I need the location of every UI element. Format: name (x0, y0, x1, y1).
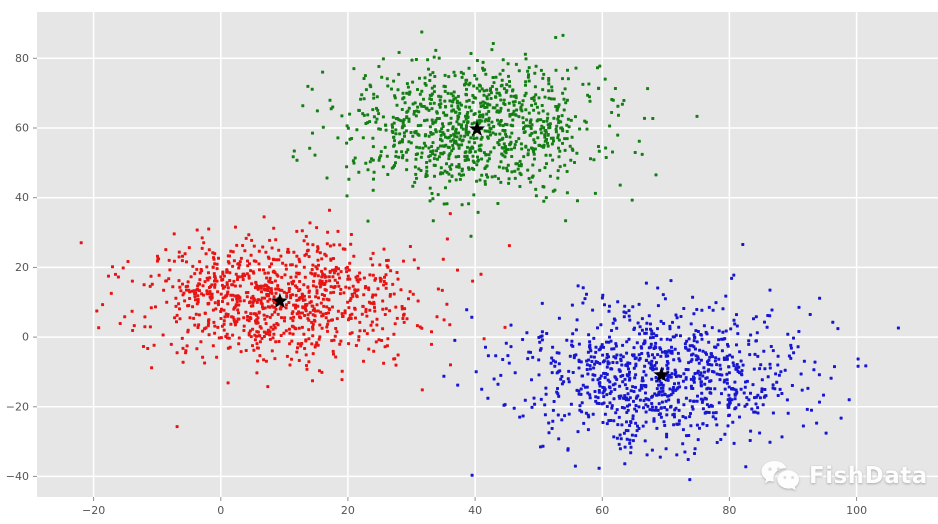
x-tick-label: 80 (722, 504, 736, 517)
y-tick-label: 0 (22, 331, 29, 344)
plot-area (37, 12, 938, 497)
centroid-star (271, 292, 288, 309)
x-tick-label: −20 (82, 504, 105, 517)
tick-marks (33, 57, 858, 501)
centroid-star (468, 120, 486, 136)
y-tick-label: 80 (15, 52, 29, 65)
cluster-red-points (79, 208, 511, 429)
x-tick-label: 40 (468, 504, 482, 517)
y-tick-label: −40 (6, 470, 29, 483)
x-tick-label: 60 (595, 504, 609, 517)
x-tick-labels: −20 0 20 40 60 80 100 (82, 504, 867, 517)
y-tick-label: 60 (15, 122, 29, 135)
y-tick-label: 40 (15, 191, 29, 204)
x-tick-label: 20 (341, 504, 355, 517)
x-tick-label: 0 (217, 504, 224, 517)
y-tick-label: −20 (6, 400, 29, 413)
cluster-blue-points (442, 243, 900, 482)
centroid-star (653, 366, 670, 382)
y-tick-label: 20 (15, 261, 29, 274)
x-tick-label: 100 (846, 504, 867, 517)
cluster-green-points (291, 30, 699, 238)
grid-lines (37, 12, 938, 497)
y-tick-labels: −40 −20 0 20 40 60 80 (6, 52, 29, 483)
centroid-stars (271, 120, 670, 382)
